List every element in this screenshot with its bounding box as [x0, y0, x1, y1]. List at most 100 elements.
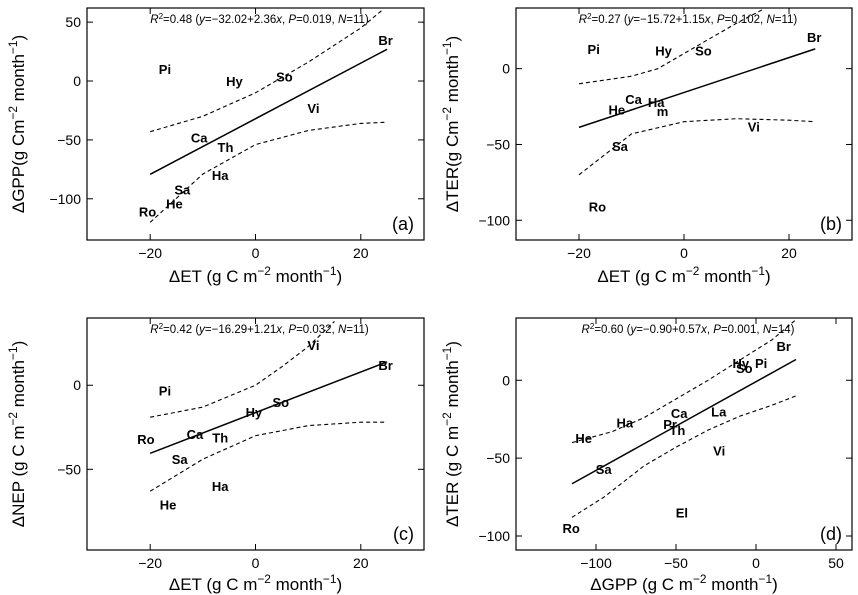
panel-b: −20 0 20 0 −50 −100 Pi Hy So Br Ca Ha He m Vi Sa Ro R2=0.…	[440, 7, 853, 286]
y-axis-label: ΔTER (g C m−2 month−1)	[440, 341, 462, 527]
regression-stats: R2=0.48 (y=−32.02+2.36x, P=0.019, N=11)	[150, 12, 369, 27]
y-tick-label: 0	[73, 73, 81, 89]
regression-stats: R2=0.27 (y=−15.72+1.15x, P=0.102, N=11)	[579, 12, 798, 27]
point-label-sa: Sa	[612, 139, 629, 154]
point-label-so: So	[695, 43, 712, 58]
x-tick-label: −20	[138, 555, 162, 571]
point-label-sa: Sa	[174, 182, 191, 197]
point-label-pi: Pi	[755, 356, 767, 371]
point-label-pi: Pi	[159, 383, 171, 398]
point-label-ca: Ca	[671, 406, 688, 421]
point-label-th: Th	[669, 423, 685, 438]
point-label-ro: Ro	[563, 521, 580, 536]
y-tick-label: 0	[73, 377, 81, 393]
x-tick-label: 0	[752, 555, 760, 571]
point-label-ha: Ha	[648, 95, 665, 110]
y-tick-label: −100	[478, 212, 510, 228]
point-label-so: So	[272, 395, 289, 410]
panel-label: (d)	[820, 524, 842, 544]
x-tick-label: −20	[567, 245, 591, 261]
plot-frame	[86, 7, 425, 241]
point-label-pi: Pi	[588, 42, 600, 57]
y-tick-label: 0	[502, 61, 510, 77]
point-label-pi: Pi	[159, 62, 171, 77]
point-label-ro: Ro	[139, 205, 156, 220]
regression-stats: R2=0.42 (y=−16.29+1.21x, P=0.032, N=11)	[150, 322, 369, 337]
point-label-la: La	[711, 404, 727, 419]
y-tick-label: 50	[65, 14, 81, 30]
point-label-th: Th	[212, 430, 228, 445]
x-tick-label: −20	[138, 245, 162, 261]
ci-lower-line	[149, 121, 388, 223]
x-tick-label: 20	[781, 245, 797, 261]
regression-line	[149, 48, 388, 175]
point-label-ha: Ha	[212, 479, 229, 494]
point-label-he: He	[608, 103, 625, 118]
point-label-sa: Sa	[172, 452, 189, 467]
x-tick-label: 20	[353, 555, 369, 571]
y-tick-label: −100	[49, 191, 81, 207]
y-axis-label: ΔNEP (g C m−2 month−1)	[6, 341, 28, 528]
point-label-so: So	[736, 361, 753, 376]
point-label-he: He	[575, 431, 592, 446]
point-label-ca: Ca	[625, 92, 642, 107]
plot-frame	[515, 7, 853, 241]
x-axis-label: ΔET (g C m−2 month−1)	[169, 572, 342, 594]
panel-label: (a)	[392, 214, 414, 234]
point-label-vi: Vi	[748, 119, 760, 134]
panel-label: (c)	[393, 524, 414, 544]
point-label-hy: Hy	[226, 74, 243, 89]
ci-upper-line	[571, 319, 797, 444]
ci-lower-line	[571, 395, 797, 518]
y-tick-label: −50	[486, 136, 510, 152]
point-label-el: El	[676, 506, 688, 521]
point-label-he: He	[160, 498, 177, 513]
y-tick-label: −50	[57, 461, 81, 477]
ci-upper-line	[150, 9, 383, 133]
x-tick-label: 0	[252, 555, 260, 571]
point-label-br: Br	[807, 30, 821, 45]
panel-label: (b)	[820, 214, 842, 234]
regression-line	[578, 48, 816, 129]
point-label-vi: Vi	[307, 338, 319, 353]
x-tick-label: 50	[828, 555, 844, 571]
point-label-ca: Ca	[187, 427, 204, 442]
point-label-so: So	[276, 69, 293, 84]
point-label-ro: Ro	[137, 432, 154, 447]
point-label-m: m	[657, 104, 669, 119]
point-label-hy: Hy	[246, 405, 263, 420]
point-label-ca: Ca	[191, 131, 208, 146]
point-label-sa: Sa	[596, 462, 613, 477]
point-label-he: He	[166, 196, 183, 211]
point-label-hy: Hy	[655, 43, 672, 58]
x-axis-label: ΔET (g C m−2 month−1)	[597, 264, 770, 286]
point-label-vi: Vi	[307, 101, 319, 116]
regression-line	[149, 361, 388, 455]
point-label-vi: Vi	[713, 443, 725, 458]
x-tick-label: 0	[252, 245, 260, 261]
point-label-hy: Hy	[732, 356, 749, 371]
regression-stats: R2=0.60 (y=−0.90+0.57x, P=0.001, N=14)	[582, 322, 795, 337]
panel-c: −20 0 20 0 −50 Vi Br Pi So Hy Ca Th Ro Sa Ha He R2=0.42 …	[6, 317, 425, 594]
x-axis-label: ΔGPP (g C m−2 month−1)	[590, 572, 777, 594]
point-label-ro: Ro	[589, 200, 606, 215]
x-tick-label: −50	[664, 555, 688, 571]
point-label-pr: Pr	[663, 417, 677, 432]
point-label-th: Th	[218, 140, 234, 155]
x-tick-label: −100	[580, 555, 612, 571]
plot-frame	[515, 317, 853, 551]
y-axis-label: ΔTER(g Cm−2 month−1)	[440, 36, 462, 212]
y-tick-label: −50	[486, 450, 510, 466]
point-label-br: Br	[776, 339, 790, 354]
x-tick-label: 0	[680, 245, 688, 261]
y-axis-label: ΔGPP(g Cm−2 month−1)	[6, 35, 28, 213]
y-tick-label: 0	[502, 372, 510, 388]
ci-upper-line	[578, 9, 764, 85]
regression-line	[571, 358, 797, 485]
point-label-ha: Ha	[212, 168, 229, 183]
point-label-br: Br	[378, 358, 392, 373]
x-tick-label: 20	[353, 245, 369, 261]
